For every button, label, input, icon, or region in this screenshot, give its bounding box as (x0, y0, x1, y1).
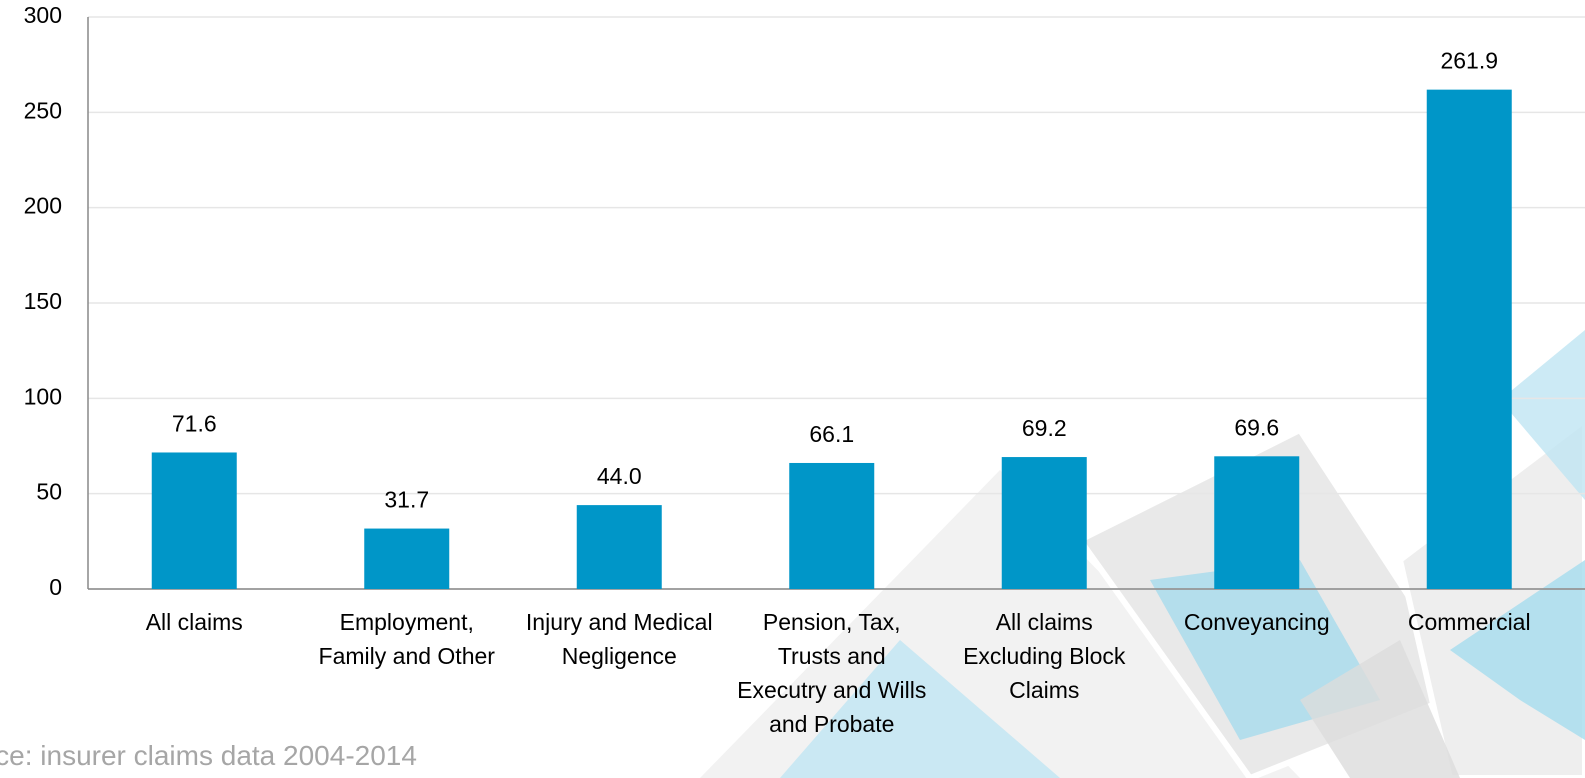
x-tick-label: Conveyancing (1183, 609, 1330, 635)
y-tick-label: 0 (49, 574, 62, 600)
value-label: 69.2 (1022, 415, 1067, 441)
source-note: Source: insurer claims data 2004-2014 (0, 740, 417, 771)
value-label: 31.7 (384, 487, 429, 513)
x-tick-label: Commercial (1407, 609, 1531, 635)
x-tick-label: All claims (145, 609, 243, 635)
y-tick-label: 200 (24, 193, 62, 219)
bar (1426, 89, 1512, 590)
y-tick-label: 300 (24, 2, 62, 28)
background-decoration (700, 330, 1585, 778)
value-label: 71.6 (172, 411, 217, 437)
bar (364, 528, 450, 589)
value-label: 66.1 (809, 421, 854, 447)
bar (789, 462, 875, 589)
y-tick-label: 250 (24, 97, 62, 123)
x-tick-label: All claims Excluding Block Claims (963, 609, 1126, 703)
value-label: 69.6 (1234, 414, 1279, 440)
y-tick-label: 100 (24, 383, 62, 409)
value-label: 44.0 (597, 463, 642, 489)
bar (151, 452, 237, 589)
bar (1001, 457, 1087, 589)
x-tick-label: Pension, Tax, Trusts and Executry and Wi… (737, 609, 927, 737)
x-tick-label: Injury and Medical Negligence (525, 609, 713, 669)
y-tick-label: 150 (24, 288, 62, 314)
x-tick-label: Employment, Family and Other (318, 609, 495, 669)
y-tick-label: 50 (36, 479, 62, 505)
value-label: 261.9 (1440, 48, 1498, 74)
bar (576, 505, 662, 589)
bar (1214, 456, 1300, 589)
